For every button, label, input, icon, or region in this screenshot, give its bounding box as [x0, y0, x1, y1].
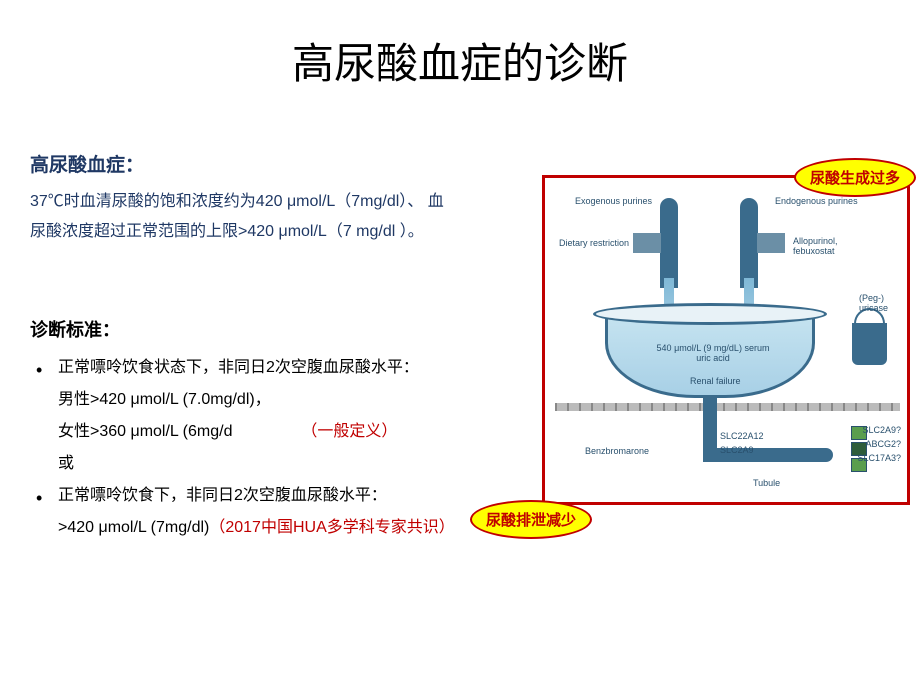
label-benz: Benzbromarone: [585, 446, 649, 456]
faucet-left: [660, 198, 678, 288]
label-dietary: Dietary restriction: [559, 238, 629, 248]
callout-underexcretion: 尿酸排泄减少: [470, 500, 592, 539]
floor-tiles: [555, 403, 900, 411]
definition-heading: 高尿酸血症：: [30, 150, 500, 177]
page-title: 高尿酸血症的诊断: [0, 0, 920, 91]
bathtub-rim: [593, 303, 827, 325]
bucket: [852, 323, 887, 365]
callout-overproduction: 尿酸生成过多: [794, 158, 916, 197]
label-slc2a9q: SLC2A9?: [862, 425, 901, 435]
drain-pipe: [703, 398, 717, 453]
criteria-heading: 诊断标准：: [30, 316, 500, 342]
bathtub-diagram: Exogenous purines Endogenous purines Die…: [545, 178, 907, 502]
label-drugs: Allopurinol, febuxostat: [793, 236, 863, 256]
diagram-container: Exogenous purines Endogenous purines Die…: [542, 175, 910, 505]
label-slc2a9: SLC2A9: [720, 445, 754, 455]
label-uricase: (Peg-) uricase: [859, 293, 899, 313]
criteria-item-2: 正常嘌呤饮食下，非同日2次空腹血尿酸水平：: [30, 480, 500, 512]
label-slc22a12: SLC22A12: [720, 431, 764, 441]
faucet-handle-left: [633, 233, 661, 253]
criteria-item-1: 正常嘌呤饮食状态下，非同日2次空腹血尿酸水平：: [30, 352, 500, 384]
criteria-list-2: 正常嘌呤饮食下，非同日2次空腹血尿酸水平：: [30, 480, 500, 512]
faucet-handle-right: [757, 233, 785, 253]
criteria-item2-sub: >420 μmol/L (7mg/dl)（2017中国HUA多学科专家共识）: [30, 512, 500, 544]
criteria-item1-sub2a: 女性>360 μmol/L (6mg/d: [58, 423, 232, 440]
definition-line2: 尿酸浓度超过正常范围的上限>420 μmol/L（7 mg/dl ）。: [30, 217, 500, 247]
label-slc17a3: SLC17A3?: [857, 453, 901, 463]
label-tubule: Tubule: [753, 478, 780, 488]
criteria-section: 诊断标准： 正常嘌呤饮食状态下，非同日2次空腹血尿酸水平： 男性>420 μmo…: [30, 316, 500, 544]
criteria-general-def: （一般定义）: [301, 423, 397, 440]
content-left-column: 高尿酸血症： 37℃时血清尿酸的饱和浓度约为420 μmol/L（7mg/dl）…: [30, 150, 500, 544]
label-abcg2: ABCG2?: [865, 439, 901, 449]
criteria-consensus: （2017中国HUA多学科专家共识）: [209, 519, 454, 536]
label-endogenous: Endogenous purines: [775, 196, 858, 206]
criteria-item2-sub-a: >420 μmol/L (7mg/dl): [58, 519, 209, 536]
criteria-item1-sub1: 男性>420 μmol/L (7.0mg/dl)，: [30, 384, 500, 416]
faucet-right: [740, 198, 758, 288]
label-serum: 540 μmol/L (9 mg/dL) serum uric acid: [653, 343, 773, 363]
criteria-item1-sub2: 女性>360 μmol/L (6mg/d （一般定义）: [30, 416, 500, 448]
criteria-or: 或: [30, 448, 500, 480]
label-exogenous: Exogenous purines: [575, 196, 652, 206]
definition-line1: 37℃时血清尿酸的饱和浓度约为420 μmol/L（7mg/dl）、 血: [30, 187, 500, 217]
criteria-list: 正常嘌呤饮食状态下，非同日2次空腹血尿酸水平：: [30, 352, 500, 384]
label-renal: Renal failure: [690, 376, 741, 386]
